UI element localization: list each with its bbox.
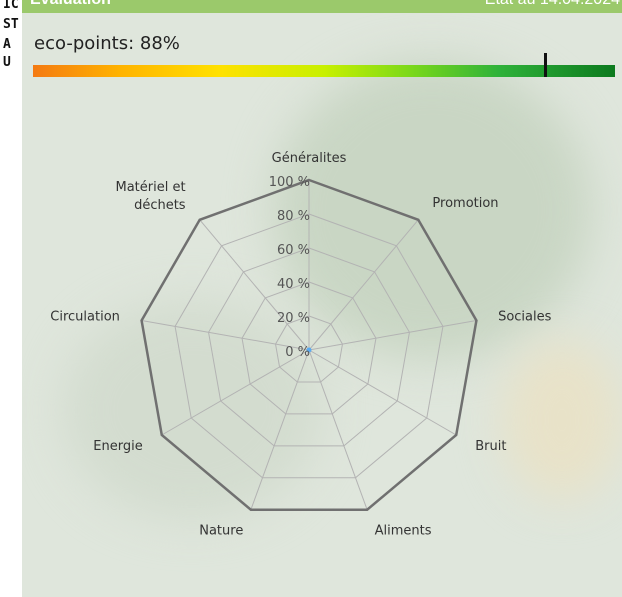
grid-spoke <box>250 349 310 510</box>
tick-label: 0 % <box>285 345 310 360</box>
axis-label: Energie <box>93 439 142 454</box>
grid-spoke <box>141 319 310 351</box>
edge-text-fragment: IC <box>3 0 19 12</box>
background-image <box>502 340 622 500</box>
eco-points-bar <box>33 53 615 77</box>
axis-label: Sociales <box>498 310 552 325</box>
edge-text-fragment: U <box>3 55 11 70</box>
axis-label: Matériel et déchets <box>116 180 186 213</box>
radar-chart: 0 % 20 % 40 % 60 % 80 % 100 % Généralites Promo… <box>50 151 552 538</box>
grid-spoke <box>308 349 368 510</box>
background-image <box>62 300 322 520</box>
tick-label: 60 % <box>277 243 310 258</box>
grid-spoke <box>161 349 310 436</box>
edge-text-fragment: ST <box>3 17 19 32</box>
axis-label: Circulation <box>50 310 120 325</box>
tick-label: 80 % <box>277 209 310 224</box>
grid-spoke <box>199 219 310 351</box>
grid-ring <box>208 247 410 447</box>
header-title: Evaluation <box>30 0 111 9</box>
grid-ring <box>241 281 377 415</box>
left-edge-strip: IC ST A U <box>0 0 22 597</box>
axis-label: Promotion <box>432 196 498 211</box>
header-status-date: Etat au 14.04.2024 <box>485 0 620 9</box>
axis-label: Nature <box>199 523 243 538</box>
eco-points-label: eco-points: 88% <box>34 33 180 54</box>
center-point <box>306 347 312 353</box>
grid-spoke <box>308 319 477 351</box>
grid-spoke <box>308 349 457 436</box>
background-image <box>272 60 592 360</box>
axis-label: Bruit <box>475 439 506 454</box>
axis-label: Généralites <box>272 151 347 166</box>
eco-points-marker <box>544 53 548 77</box>
series-line <box>140 178 478 511</box>
tick-label: 40 % <box>277 277 310 292</box>
edge-text-fragment: A <box>3 37 11 52</box>
grid-spoke <box>308 219 419 351</box>
grid-ring <box>174 213 444 479</box>
evaluation-panel: Evaluation Etat au 14.04.2024 eco-points… <box>22 0 622 597</box>
axis-label: Aliments <box>375 523 432 538</box>
grid-ring <box>274 315 344 383</box>
panel-header: Evaluation Etat au 14.04.2024 <box>22 0 622 13</box>
tick-label: 100 % <box>269 175 310 190</box>
tick-label: 20 % <box>277 311 310 326</box>
